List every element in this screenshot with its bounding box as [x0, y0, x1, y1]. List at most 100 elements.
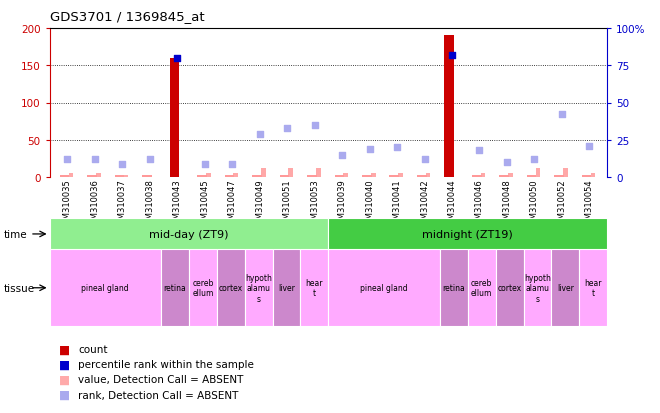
- Text: midnight (ZT19): midnight (ZT19): [422, 229, 513, 240]
- Bar: [581, 176, 591, 178]
- Bar: [389, 176, 399, 178]
- Text: tissue: tissue: [3, 283, 34, 293]
- Text: percentile rank within the sample: percentile rank within the sample: [78, 359, 253, 369]
- Point: [310, 122, 320, 129]
- Bar: [60, 176, 69, 178]
- Bar: [69, 174, 73, 178]
- Bar: [206, 174, 211, 178]
- Bar: [500, 176, 509, 178]
- Point: [474, 147, 484, 154]
- Text: time: time: [3, 229, 27, 240]
- Point: [172, 55, 183, 62]
- Text: pineal gland: pineal gland: [81, 284, 129, 292]
- Point: [364, 146, 375, 153]
- Point: [227, 161, 238, 168]
- Text: pineal gland: pineal gland: [360, 284, 408, 292]
- Bar: [224, 176, 234, 178]
- Bar: [563, 169, 568, 178]
- Point: [199, 161, 210, 168]
- Text: hypoth
alamu
s: hypoth alamu s: [524, 273, 551, 303]
- Text: ■: ■: [59, 373, 71, 386]
- Text: mid-day (ZT9): mid-day (ZT9): [149, 229, 228, 240]
- Bar: [307, 176, 317, 178]
- Bar: [87, 176, 97, 178]
- Bar: [142, 176, 152, 178]
- Point: [62, 157, 73, 163]
- Bar: [591, 174, 595, 178]
- Bar: [535, 169, 541, 178]
- Bar: [300, 250, 329, 326]
- Text: cortex: cortex: [498, 284, 521, 292]
- Bar: [217, 250, 245, 326]
- Text: cereb
ellum: cereb ellum: [192, 278, 214, 298]
- Point: [117, 161, 127, 168]
- Text: count: count: [78, 344, 108, 354]
- Point: [282, 125, 292, 132]
- Bar: [161, 250, 189, 326]
- Bar: [426, 174, 430, 178]
- Bar: [273, 250, 300, 326]
- Bar: [50, 219, 329, 250]
- Point: [419, 157, 430, 163]
- Bar: [329, 250, 440, 326]
- Text: value, Detection Call = ABSENT: value, Detection Call = ABSENT: [78, 375, 244, 385]
- Text: hypoth
alamu
s: hypoth alamu s: [246, 273, 272, 303]
- Bar: [371, 174, 376, 178]
- Bar: [496, 250, 523, 326]
- Bar: [280, 176, 289, 178]
- Text: cereb
ellum: cereb ellum: [471, 278, 492, 298]
- Bar: [552, 250, 579, 326]
- Bar: [343, 174, 348, 178]
- Point: [90, 157, 100, 163]
- Bar: [288, 169, 293, 178]
- Text: ■: ■: [59, 358, 71, 371]
- Bar: [261, 169, 265, 178]
- Bar: [417, 176, 426, 178]
- Bar: [480, 174, 485, 178]
- Text: cortex: cortex: [218, 284, 243, 292]
- Text: GDS3701 / 1369845_at: GDS3701 / 1369845_at: [50, 10, 204, 23]
- Point: [337, 152, 347, 159]
- Bar: [508, 174, 513, 178]
- Bar: [362, 176, 372, 178]
- Point: [529, 157, 540, 163]
- Bar: [554, 176, 564, 178]
- Point: [556, 112, 567, 119]
- Bar: [234, 174, 238, 178]
- Point: [254, 131, 265, 138]
- Point: [392, 145, 403, 151]
- Bar: [398, 174, 403, 178]
- Bar: [527, 176, 537, 178]
- Bar: [189, 250, 216, 326]
- Bar: [245, 250, 273, 326]
- Bar: [96, 174, 101, 178]
- Bar: [523, 250, 552, 326]
- Bar: [252, 176, 262, 178]
- Text: liver: liver: [278, 284, 295, 292]
- Bar: [115, 176, 124, 178]
- Text: ■: ■: [59, 388, 71, 401]
- Bar: [335, 176, 344, 178]
- Point: [447, 52, 457, 59]
- Text: liver: liver: [557, 284, 574, 292]
- Text: ■: ■: [59, 342, 71, 356]
- Bar: [579, 250, 607, 326]
- Text: hear
t: hear t: [585, 278, 602, 298]
- Text: retina: retina: [442, 284, 465, 292]
- Text: retina: retina: [164, 284, 186, 292]
- Bar: [315, 169, 321, 178]
- Bar: [472, 176, 482, 178]
- Bar: [50, 250, 161, 326]
- Point: [145, 157, 155, 163]
- Bar: [440, 250, 468, 326]
- Bar: [123, 176, 128, 178]
- Bar: [468, 250, 496, 326]
- Bar: [170, 59, 180, 178]
- Point: [502, 159, 512, 166]
- Bar: [197, 176, 207, 178]
- Text: hear
t: hear t: [306, 278, 323, 298]
- Point: [584, 143, 595, 150]
- Text: rank, Detection Call = ABSENT: rank, Detection Call = ABSENT: [78, 390, 238, 400]
- Bar: [329, 219, 607, 250]
- Bar: [444, 36, 454, 178]
